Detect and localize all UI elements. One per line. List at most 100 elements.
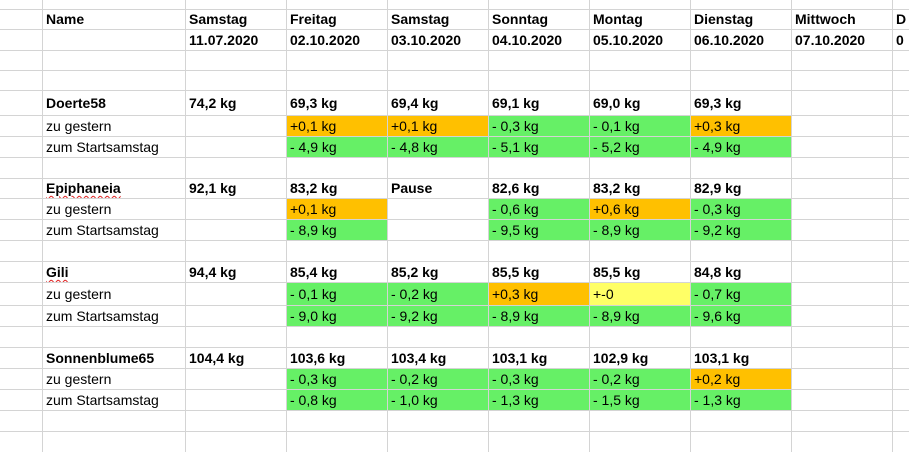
- diff-start-cell[interactable]: - 1,3 kg: [691, 390, 791, 410]
- header-name-cell[interactable]: Name: [43, 10, 185, 29]
- weight-cell[interactable]: 85,2 kg: [388, 262, 488, 282]
- weight-cell[interactable]: 69,4 kg: [388, 91, 488, 115]
- diff-start-cell[interactable]: - 5,2 kg: [590, 137, 690, 157]
- weight-cell[interactable]: 104,4 kg: [186, 348, 286, 368]
- header-day-cell[interactable]: Dienstag: [691, 10, 791, 29]
- diff-yesterday-cell[interactable]: [388, 199, 488, 219]
- diff-start-cell[interactable]: - 1,3 kg: [489, 390, 589, 410]
- weight-cell[interactable]: 69,1 kg: [489, 91, 589, 115]
- header-date-cell[interactable]: 02.10.2020: [287, 30, 387, 50]
- weight-cell[interactable]: 94,4 kg: [186, 262, 286, 282]
- diff-yesterday-cell[interactable]: - 0,6 kg: [489, 199, 589, 219]
- diff-yesterday-cell[interactable]: - 0,3 kg: [489, 369, 589, 389]
- diff-start-cell[interactable]: - 9,0 kg: [287, 306, 387, 326]
- diff-yesterday-cell[interactable]: - 0,1 kg: [590, 116, 690, 136]
- weight-cell[interactable]: 103,1 kg: [489, 348, 589, 368]
- weight-cell[interactable]: 85,4 kg: [287, 262, 387, 282]
- weight-cell[interactable]: 103,6 kg: [287, 348, 387, 368]
- row-label-zu-gestern[interactable]: zu gestern: [43, 283, 185, 305]
- weight-cell[interactable]: 74,2 kg: [186, 91, 286, 115]
- diff-yesterday-cell[interactable]: - 0,2 kg: [388, 283, 488, 305]
- weight-cell[interactable]: Pause: [388, 179, 488, 198]
- diff-start-cell[interactable]: - 8,9 kg: [287, 220, 387, 240]
- diff-yesterday-cell[interactable]: +-0: [590, 283, 690, 305]
- header-date-cell[interactable]: 11.07.2020: [186, 30, 286, 50]
- diff-start-cell[interactable]: - 4,9 kg: [287, 137, 387, 157]
- diff-start-cell[interactable]: - 8,9 kg: [590, 220, 690, 240]
- diff-start-cell[interactable]: - 9,2 kg: [691, 220, 791, 240]
- diff-yesterday-cell[interactable]: - 0,2 kg: [388, 369, 488, 389]
- diff-yesterday-cell[interactable]: - 0,3 kg: [489, 116, 589, 136]
- header-day-cell[interactable]: Sonntag: [489, 10, 589, 29]
- weight-cell[interactable]: 69,3 kg: [691, 91, 791, 115]
- diff-yesterday-cell[interactable]: +0,1 kg: [287, 116, 387, 136]
- weight-cell[interactable]: 85,5 kg: [489, 262, 589, 282]
- header-day-cell[interactable]: Freitag: [287, 10, 387, 29]
- diff-start-cell[interactable]: [186, 137, 286, 157]
- weight-cell[interactable]: 69,3 kg: [287, 91, 387, 115]
- weight-cell[interactable]: 103,4 kg: [388, 348, 488, 368]
- weight-cell[interactable]: 103,1 kg: [691, 348, 791, 368]
- diff-start-cell[interactable]: [186, 390, 286, 410]
- header-date-cell[interactable]: 07.10.2020: [792, 30, 892, 50]
- person-name-cell[interactable]: Sonnenblume65: [43, 348, 185, 368]
- diff-yesterday-cell[interactable]: - 0,1 kg: [287, 283, 387, 305]
- diff-yesterday-cell[interactable]: [186, 369, 286, 389]
- person-name-cell[interactable]: Doerte58: [43, 91, 185, 115]
- weight-cell[interactable]: 83,2 kg: [590, 179, 690, 198]
- header-date-cell[interactable]: 06.10.2020: [691, 30, 791, 50]
- diff-start-cell[interactable]: - 4,8 kg: [388, 137, 488, 157]
- diff-yesterday-cell[interactable]: [186, 199, 286, 219]
- diff-yesterday-cell[interactable]: [186, 283, 286, 305]
- row-label-zum-startsamstag[interactable]: zum Startsamstag: [43, 220, 185, 240]
- diff-yesterday-cell[interactable]: [186, 116, 286, 136]
- diff-start-cell[interactable]: - 5,1 kg: [489, 137, 589, 157]
- diff-start-cell[interactable]: - 4,9 kg: [691, 137, 791, 157]
- diff-start-cell[interactable]: [186, 306, 286, 326]
- diff-yesterday-cell[interactable]: - 0,3 kg: [287, 369, 387, 389]
- header-day-cell[interactable]: Montag: [590, 10, 690, 29]
- weight-cell[interactable]: 92,1 kg: [186, 179, 286, 198]
- diff-yesterday-cell[interactable]: +0,3 kg: [489, 283, 589, 305]
- diff-yesterday-cell[interactable]: - 0,7 kg: [691, 283, 791, 305]
- weight-cell[interactable]: 84,8 kg: [691, 262, 791, 282]
- diff-yesterday-cell[interactable]: +0,1 kg: [388, 116, 488, 136]
- weight-cell[interactable]: 83,2 kg: [287, 179, 387, 198]
- diff-start-cell[interactable]: - 1,0 kg: [388, 390, 488, 410]
- diff-start-cell[interactable]: - 8,9 kg: [590, 306, 690, 326]
- row-label-zu-gestern[interactable]: zu gestern: [43, 199, 185, 219]
- header-date-cell[interactable]: 05.10.2020: [590, 30, 690, 50]
- weight-cell[interactable]: 102,9 kg: [590, 348, 690, 368]
- row-label-zum-startsamstag[interactable]: zum Startsamstag: [43, 306, 185, 326]
- diff-yesterday-cell[interactable]: +0,3 kg: [691, 116, 791, 136]
- diff-yesterday-cell[interactable]: - 0,2 kg: [590, 369, 690, 389]
- header-day-cell[interactable]: Mittwoch: [792, 10, 892, 29]
- diff-start-cell[interactable]: - 8,9 kg: [489, 306, 589, 326]
- diff-start-cell[interactable]: - 9,5 kg: [489, 220, 589, 240]
- diff-yesterday-cell[interactable]: +0,1 kg: [287, 199, 387, 219]
- weight-cell[interactable]: 85,5 kg: [590, 262, 690, 282]
- row-label-zu-gestern[interactable]: zu gestern: [43, 116, 185, 136]
- header-date-cell[interactable]: 03.10.2020: [388, 30, 488, 50]
- row-label-zum-startsamstag[interactable]: zum Startsamstag: [43, 390, 185, 410]
- header-date-cell[interactable]: 0: [893, 30, 909, 50]
- diff-start-cell[interactable]: - 1,5 kg: [590, 390, 690, 410]
- header-day-cell[interactable]: Samstag: [186, 10, 286, 29]
- row-label-zu-gestern[interactable]: zu gestern: [43, 369, 185, 389]
- diff-yesterday-cell[interactable]: - 0,3 kg: [691, 199, 791, 219]
- person-name-cell[interactable]: Epiphaneia: [43, 179, 185, 198]
- row-label-zum-startsamstag[interactable]: zum Startsamstag: [43, 137, 185, 157]
- header-day-cell[interactable]: D: [893, 10, 909, 29]
- diff-start-cell[interactable]: - 9,2 kg: [388, 306, 488, 326]
- diff-yesterday-cell[interactable]: +0,6 kg: [590, 199, 690, 219]
- diff-yesterday-cell[interactable]: +0,2 kg: [691, 369, 791, 389]
- diff-start-cell[interactable]: - 9,6 kg: [691, 306, 791, 326]
- header-day-cell[interactable]: Samstag: [388, 10, 488, 29]
- weight-cell[interactable]: 69,0 kg: [590, 91, 690, 115]
- diff-start-cell[interactable]: [388, 220, 488, 240]
- weight-cell[interactable]: 82,6 kg: [489, 179, 589, 198]
- person-name-cell[interactable]: Gili: [43, 262, 185, 282]
- weight-cell[interactable]: 82,9 kg: [691, 179, 791, 198]
- diff-start-cell[interactable]: - 0,8 kg: [287, 390, 387, 410]
- header-date-cell[interactable]: 04.10.2020: [489, 30, 589, 50]
